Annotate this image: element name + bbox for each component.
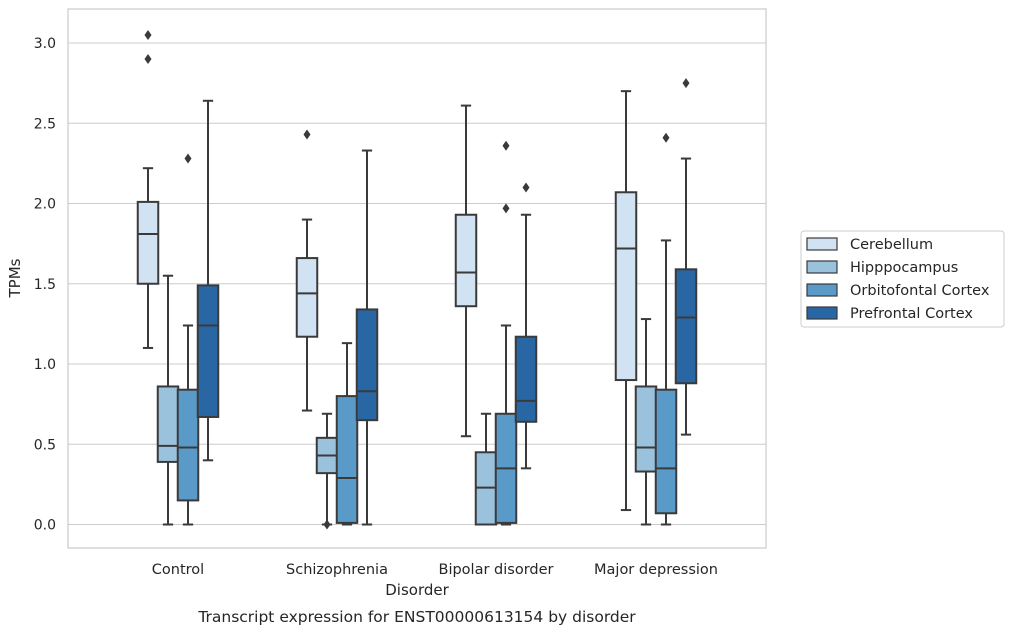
box-prefrontal-cortex xyxy=(355,149,379,526)
box-iqr xyxy=(674,268,698,385)
box-prefrontal-cortex xyxy=(674,78,698,436)
y-tick-label: 3.0 xyxy=(34,36,56,52)
x-axis-label: Disorder xyxy=(385,581,449,599)
legend-swatch xyxy=(806,260,838,274)
x-tick-label: Bipolar disorder xyxy=(439,562,554,578)
box-cerebellum xyxy=(454,104,478,438)
box-hipppocampus xyxy=(634,318,658,526)
box-iqr xyxy=(514,335,538,423)
legend-frame xyxy=(800,230,1005,328)
x-tick-labels: Control Schizophrenia Bipolar disorder Majo… xyxy=(152,562,718,578)
box-iqr xyxy=(156,385,180,463)
box-hipppocampus xyxy=(156,274,180,526)
outlier-point xyxy=(662,132,670,143)
box-iqr xyxy=(614,191,638,382)
box-cerebellum xyxy=(614,90,638,512)
box-iqr xyxy=(295,257,319,338)
box-hipppocampus xyxy=(315,412,339,530)
box-iqr xyxy=(355,308,379,422)
box-iqr xyxy=(136,200,160,285)
legend-label: Orbitofontal Cortex xyxy=(850,283,990,299)
outlier-point xyxy=(144,29,152,40)
y-tick-label: 0.5 xyxy=(34,437,56,453)
box-iqr xyxy=(634,385,658,473)
y-tick-label: 0.0 xyxy=(34,518,56,534)
outlier-point xyxy=(502,203,510,214)
box-orbitofontal-cortex xyxy=(176,153,200,526)
y-axis-label: TPMs xyxy=(6,258,24,298)
outlier-point xyxy=(303,129,311,140)
legend-label: Hipppocampus xyxy=(850,260,958,276)
box-hipppocampus xyxy=(474,412,498,526)
outlier-point xyxy=(682,78,690,89)
y-tick-labels: 0.0 0.5 1.0 1.5 2.0 2.5 3.0 xyxy=(34,36,56,534)
box-orbitofontal-cortex xyxy=(335,342,359,526)
x-tick-label: Schizophrenia xyxy=(286,562,388,578)
box-series xyxy=(136,29,698,530)
box-iqr xyxy=(335,395,359,524)
box-iqr xyxy=(196,284,220,418)
figure-caption: Transcript expression for ENST0000061315… xyxy=(197,608,636,626)
plot-frame xyxy=(67,8,767,549)
box-iqr xyxy=(654,388,678,515)
legend: Cerebellum Hipppocampus Orbitofontal Corte… xyxy=(800,230,1005,328)
y-tick-label: 1.0 xyxy=(34,357,56,373)
legend-swatch xyxy=(806,283,838,297)
y-tick-label: 2.0 xyxy=(34,197,56,213)
outlier-point xyxy=(184,153,192,164)
box-prefrontal-cortex xyxy=(514,182,538,470)
outlier-point xyxy=(323,519,331,530)
outlier-point xyxy=(522,182,530,193)
box-prefrontal-cortex xyxy=(196,99,220,462)
box-cerebellum xyxy=(295,129,319,412)
legend-swatch xyxy=(806,237,838,251)
outlier-point xyxy=(502,140,510,151)
x-tick-label: Control xyxy=(152,562,204,578)
y-tick-label: 1.5 xyxy=(34,277,56,293)
legend-label: Cerebellum xyxy=(850,237,933,253)
box-orbitofontal-cortex xyxy=(494,140,518,526)
box-iqr xyxy=(454,213,478,308)
box-cerebellum xyxy=(136,29,160,349)
box-iqr xyxy=(176,388,200,502)
box-orbitofontal-cortex xyxy=(654,132,678,526)
legend-swatch xyxy=(806,306,838,320)
y-tick-label: 2.5 xyxy=(34,116,56,132)
legend-label: Prefrontal Cortex xyxy=(850,306,973,322)
x-tick-label: Major depression xyxy=(594,562,718,578)
outlier-point xyxy=(144,54,152,65)
